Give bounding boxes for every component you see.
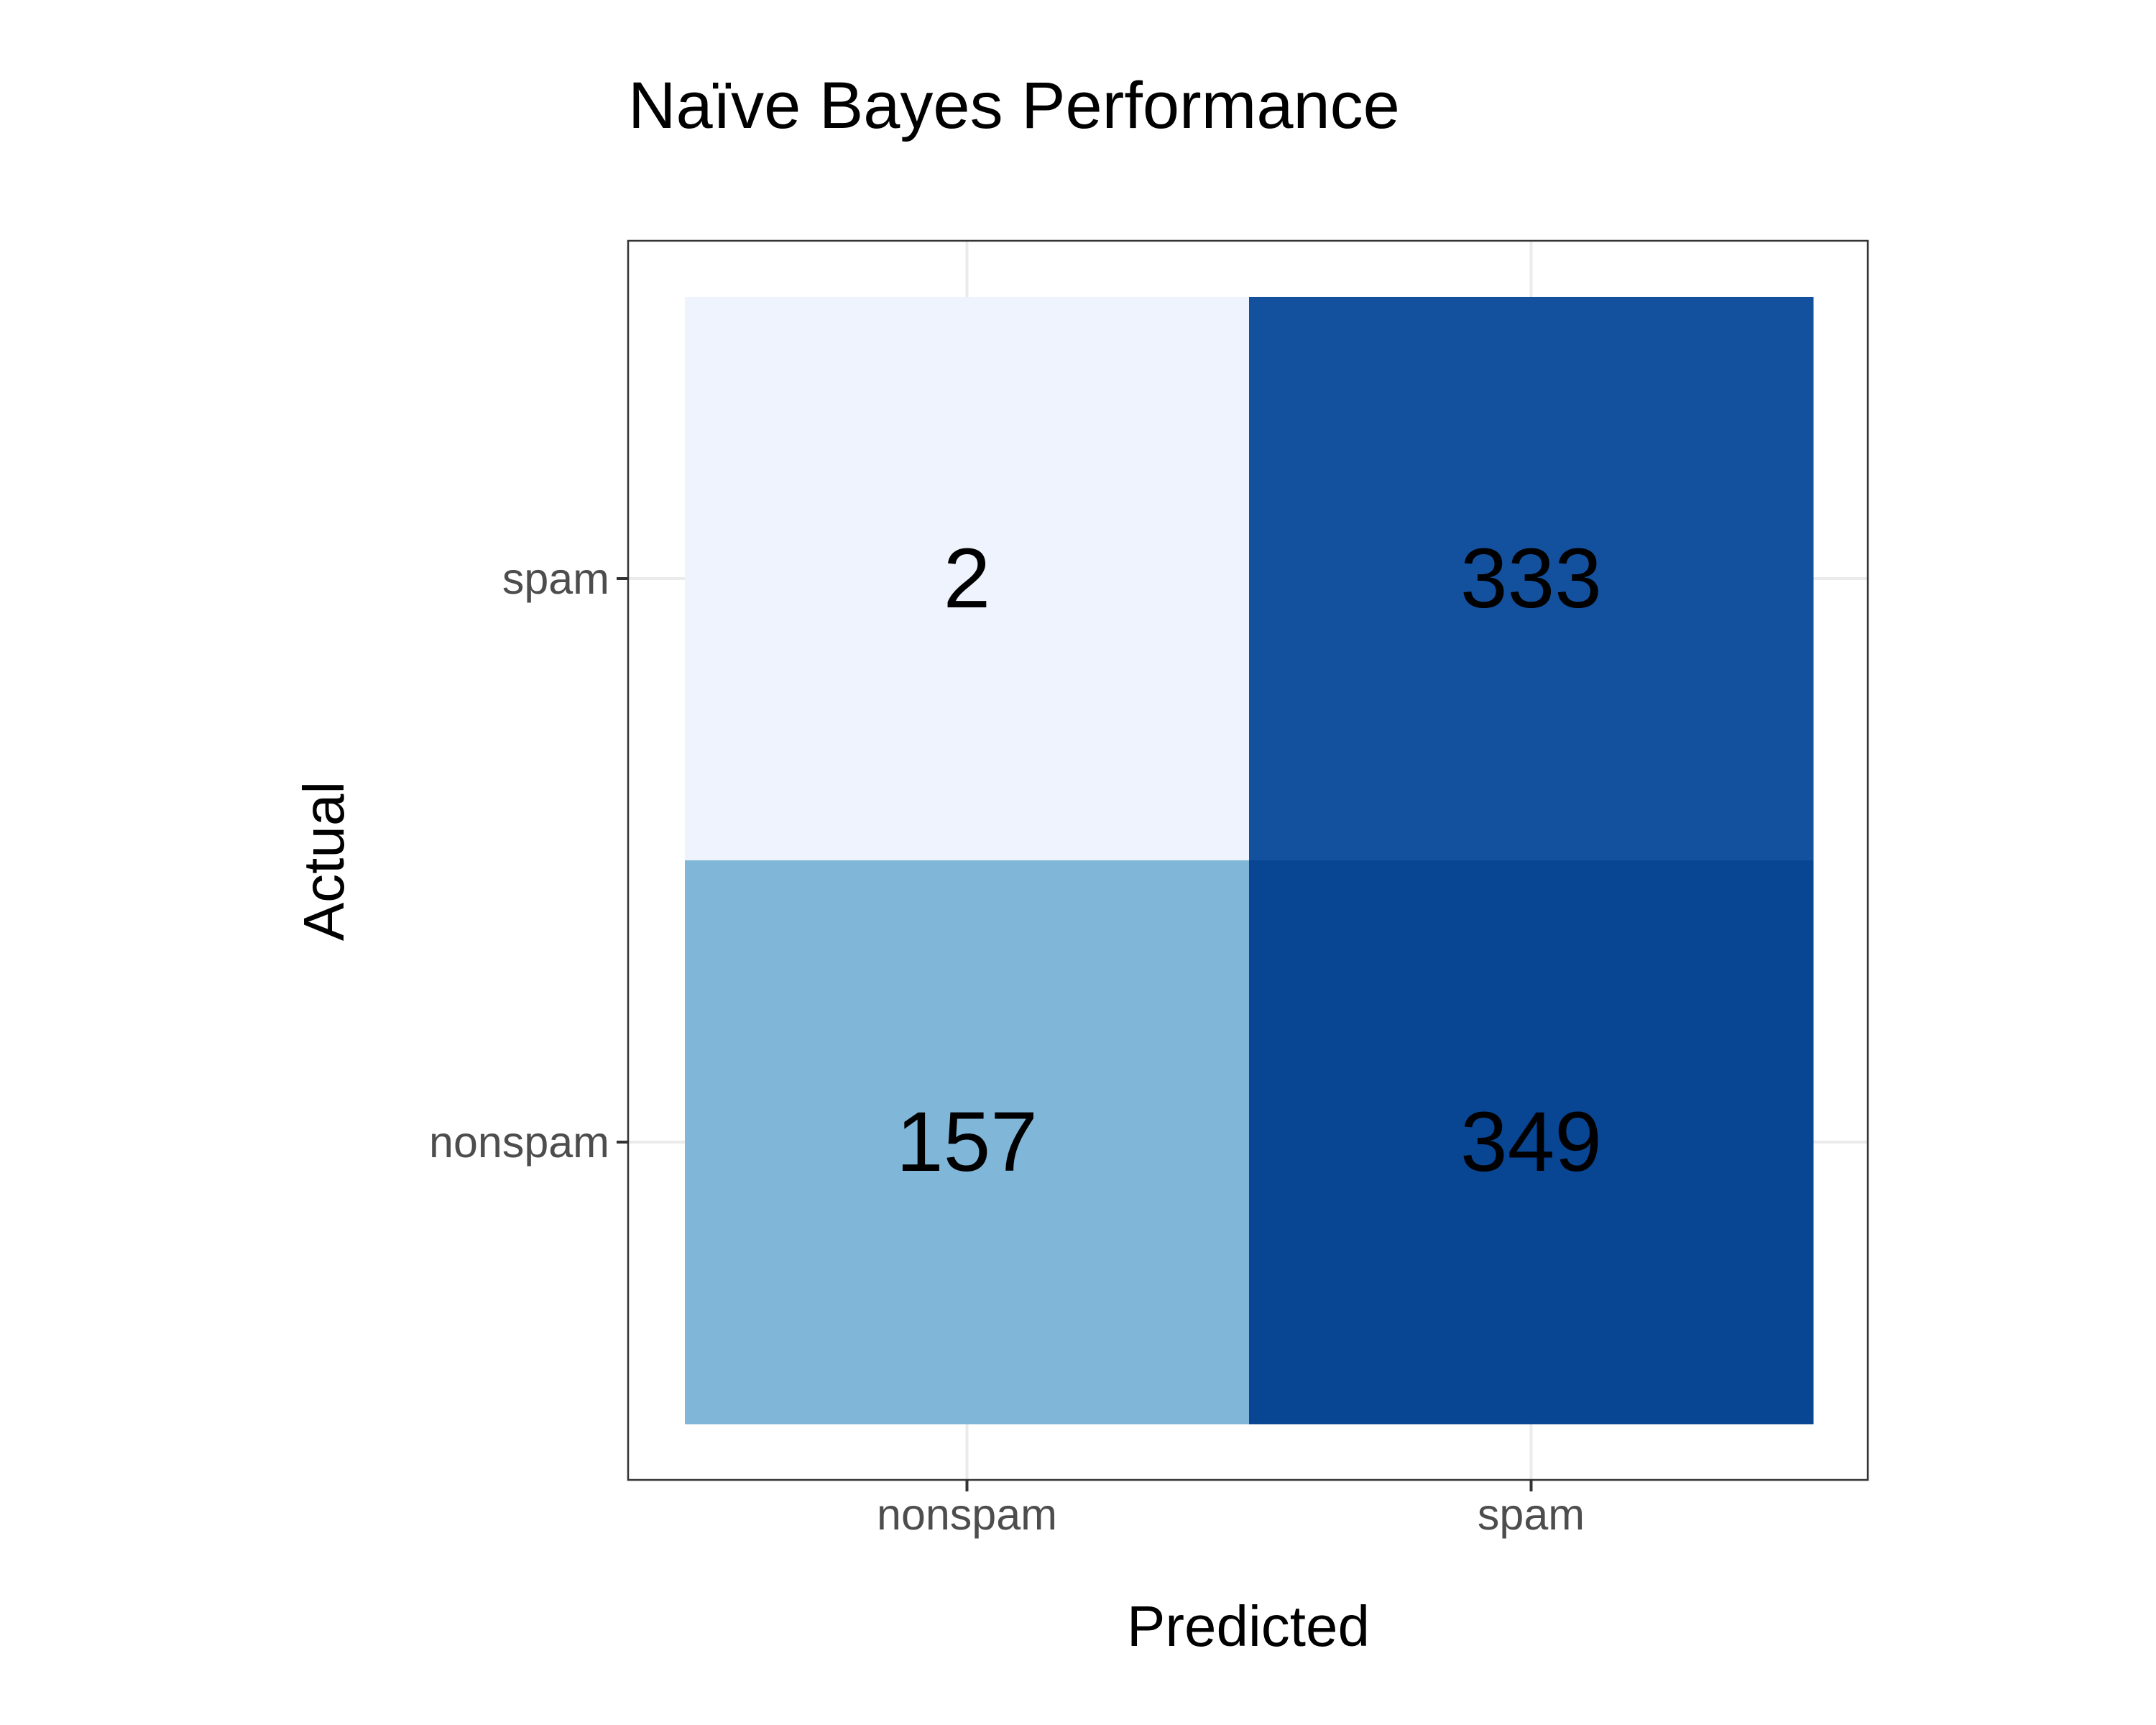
chart-title: Naïve Bayes Performance — [628, 69, 1400, 142]
y-axis-title: Actual — [292, 781, 356, 941]
cell-value-spam-spam: 333 — [1460, 531, 1602, 626]
axis-ticks: nonspam spam nonspam spam — [429, 554, 1585, 1539]
x-tick-label-nonspam: nonspam — [877, 1490, 1057, 1539]
x-tick-label-spam: spam — [1478, 1490, 1585, 1539]
heatmap-cell-spam-nonspam — [685, 297, 1250, 861]
cell-value-labels: 2 333 157 349 — [896, 531, 1602, 1190]
heatmap-cell-spam-spam — [1249, 297, 1814, 861]
y-tick-label-nonspam: nonspam — [429, 1118, 609, 1167]
y-tick-label-spam: spam — [502, 554, 609, 603]
heatmap-cell-nonspam-nonspam — [685, 860, 1250, 1425]
cell-value-nonspam-spam: 349 — [1460, 1095, 1602, 1190]
panel-border — [627, 239, 1869, 1481]
heatmap-cells — [685, 297, 1814, 1425]
heatmap-cell-nonspam-spam — [1249, 860, 1814, 1425]
cell-value-nonspam-nonspam: 157 — [896, 1095, 1038, 1190]
cell-value-spam-nonspam: 2 — [944, 531, 991, 626]
x-axis-title: Predicted — [1127, 1594, 1370, 1658]
